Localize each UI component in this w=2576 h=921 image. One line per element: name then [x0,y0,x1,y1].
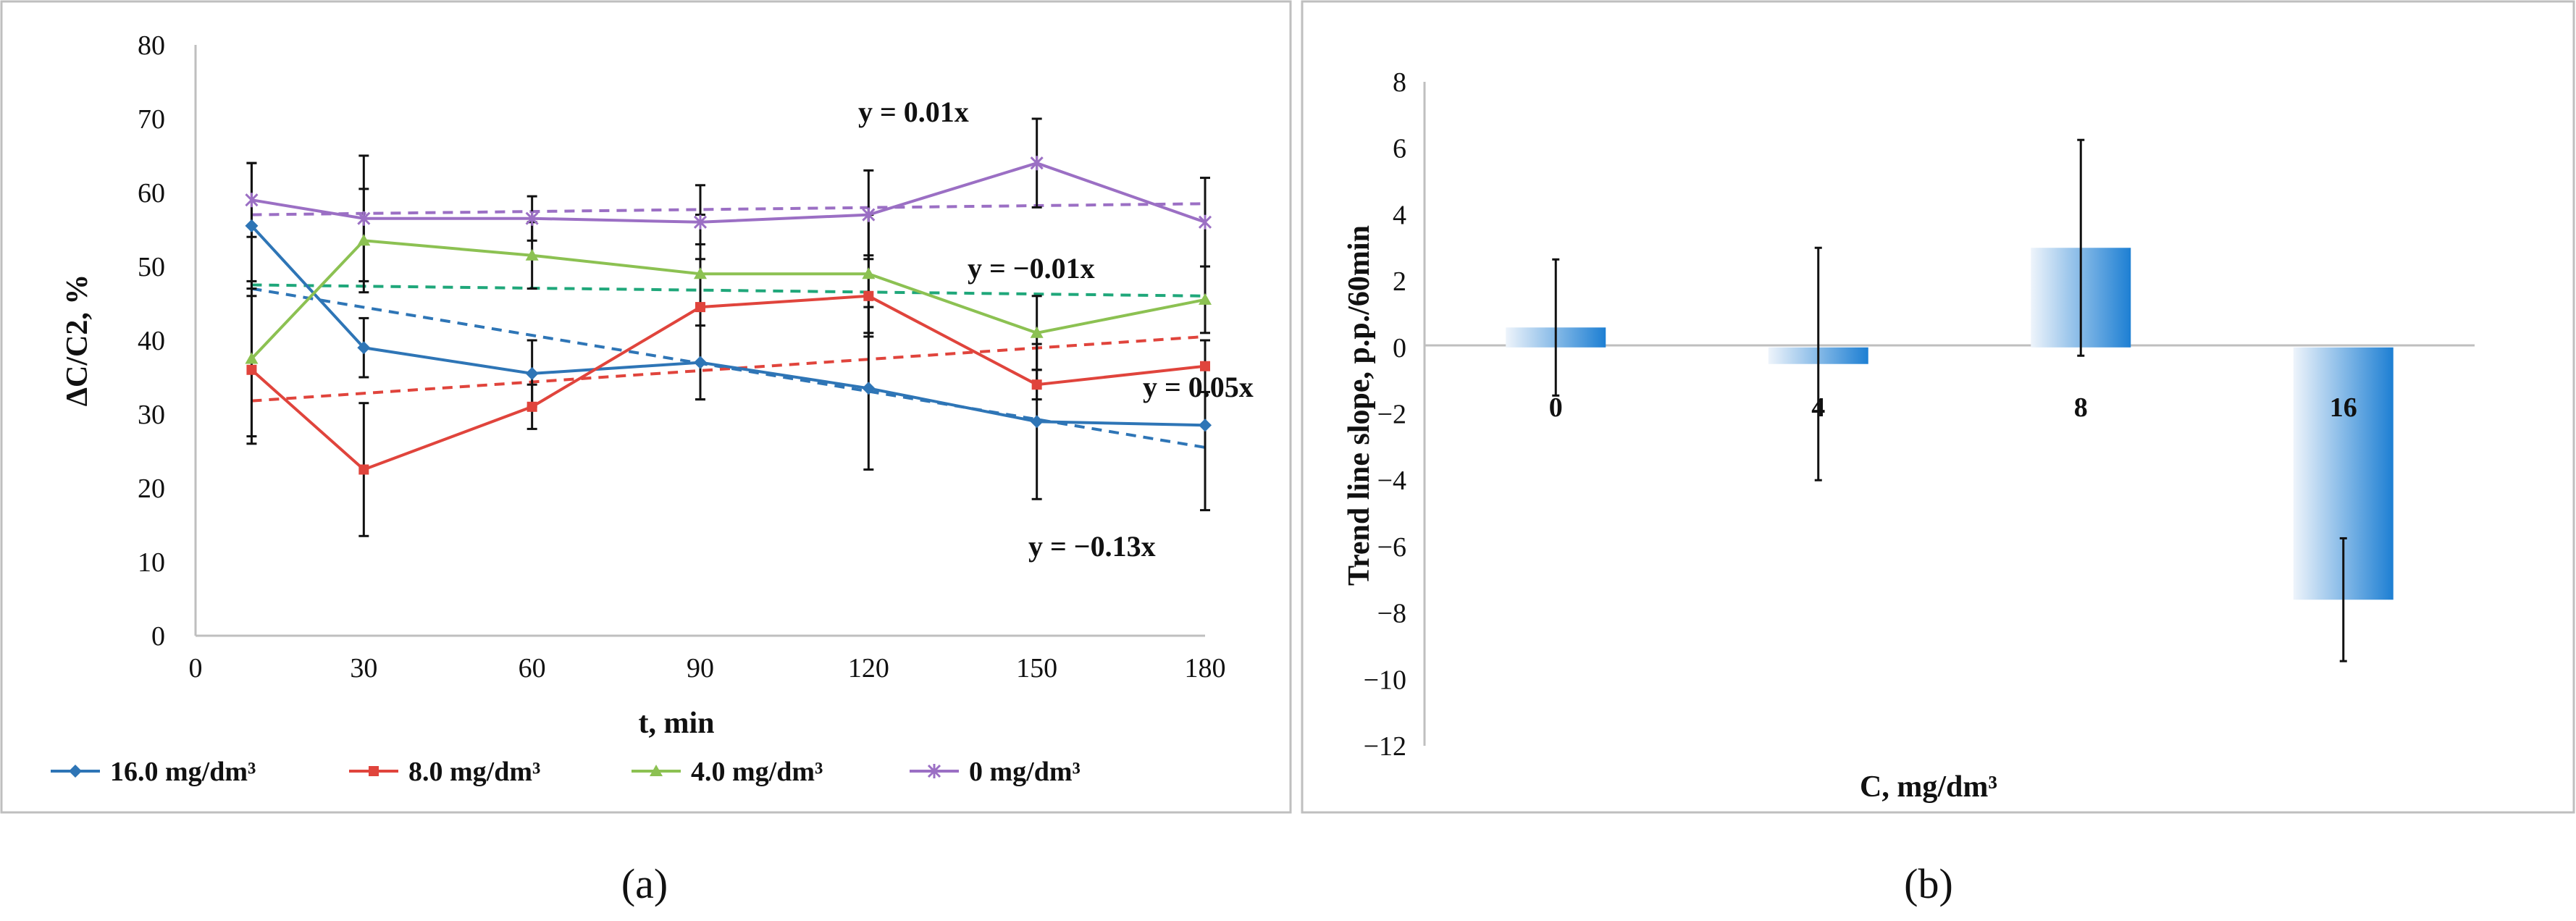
data-point-4-0-mg-dm [525,248,539,261]
y-tick-label-a: 60 [138,178,165,209]
trend-line-0-mg-dm [251,202,1206,216]
x-tick-label-a: 180 [1185,653,1226,684]
data-point-0-mg-dm [525,211,539,226]
y-tick-label-b: −10 [1364,665,1406,695]
y-tick-label-a: 40 [138,326,165,356]
x-tick-label-a: 30 [350,653,377,684]
y-tick-label-b: −8 [1377,599,1406,629]
y-axis-label-b: Trend line slope, p.p./60min [1343,225,1376,586]
data-point-8-0-mg-dm [1200,361,1210,371]
trend-label-4mg: y = −0.01x [968,252,1095,285]
legend-marker-8-0-mg-dm [369,766,379,776]
legend-marker-4-0-mg-dm [650,765,663,776]
data-point-16-0-mg-dm [525,366,539,380]
category-label-b: 4 [1811,392,1825,423]
y-tick-label-a: 80 [138,30,165,61]
x-tick-label-a: 90 [687,653,714,684]
data-point-16-0-mg-dm [862,382,876,395]
chart-b: −12 −10 −8 −6 −4 −2 0 2 4 6 8 0 4 8 16 C, mg/dm³ Tren… [1343,67,2475,804]
data-point-0-mg-dm [245,193,259,208]
trend-label-8mg: y = 0.05x [1143,371,1254,403]
data-point-4-0-mg-dm [1030,326,1044,338]
legend-label-8-0-mg-dm: 8.0 mg/dm³ [408,757,540,787]
data-point-0-mg-dm [862,207,876,222]
x-tick-label-a: 60 [519,653,546,684]
y-tick-label-a: 50 [138,252,165,282]
data-point-0-mg-dm [1198,214,1212,230]
data-point-4-0-mg-dm [1199,293,1212,305]
y-tick-label-a: 30 [138,400,165,430]
data-point-16-0-mg-dm [694,356,707,369]
category-label-b: 8 [2074,392,2088,423]
trend-label-16mg: y = −0.13x [1028,530,1156,563]
x-tick-label-a: 150 [1016,653,1057,684]
y-tick-label-a: 10 [138,547,165,578]
y-tick-label-b: 0 [1393,333,1406,363]
trend-line-8-0-mg-dm [251,335,1206,403]
y-tick-label-b: −6 [1377,532,1406,563]
data-point-8-0-mg-dm [358,464,369,475]
data-point-4-0-mg-dm [862,267,876,279]
data-point-0-mg-dm [693,214,708,230]
data-point-16-0-mg-dm [1199,419,1212,432]
data-point-4-0-mg-dm [694,267,707,279]
trend-label-0mg: y = 0.01x [858,96,969,128]
data-point-16-0-mg-dm [245,219,259,232]
legend-a: 16.0 mg/dm³ 8.0 mg/dm³ 4.0 mg/dm³ 0 mg/dm³ [51,757,1081,787]
trend-line-4-0-mg-dm [251,283,1206,298]
caption-a: (a) [621,860,668,907]
data-point-4-0-mg-dm [245,352,259,364]
data-point-4-0-mg-dm [357,234,371,246]
data-point-16-0-mg-dm [1030,415,1044,429]
y-tick-label-a: 20 [138,474,165,504]
x-tick-label-a: 120 [848,653,889,684]
y-tick-label-b: −2 [1377,400,1406,430]
y-tick-label-b: 6 [1393,134,1406,164]
y-tick-label-b: −12 [1364,731,1406,762]
data-point-8-0-mg-dm [695,302,705,313]
x-tick-label-a: 0 [189,653,203,684]
y-axis-label-a: ΔC/C2, % [61,274,94,407]
legend-marker-0-mg-dm [927,764,941,778]
data-point-16-0-mg-dm [357,341,371,355]
data-point-8-0-mg-dm [1031,379,1042,390]
y-tick-label-b: 2 [1393,266,1406,297]
data-point-8-0-mg-dm [863,290,874,301]
data-point-8-0-mg-dm [246,364,257,375]
x-axis-label-a: t, min [639,707,715,740]
y-tick-label-b: 8 [1393,67,1406,98]
y-tick-label-b: −4 [1377,466,1406,496]
y-tick-label-b: 4 [1393,200,1406,230]
y-tick-label-a: 0 [151,621,165,652]
caption-b: (b) [1904,860,1953,907]
chart-a: 0 10 20 30 40 50 60 70 80 0 30 60 90 120 150 180 t, mi… [51,30,1254,787]
legend-label-0-mg-dm: 0 mg/dm³ [969,757,1081,787]
panel-a-frame [0,0,1292,814]
data-point-0-mg-dm [1030,156,1044,171]
legend-label-4-0-mg-dm: 4.0 mg/dm³ [691,757,823,787]
data-point-0-mg-dm [357,211,371,226]
legend-marker-16-0-mg-dm [69,765,82,778]
legend-label-16-0-mg-dm: 16.0 mg/dm³ [110,757,256,787]
y-tick-label-a: 70 [138,104,165,135]
x-axis-label-b: C, mg/dm³ [1860,770,1997,804]
data-point-8-0-mg-dm [526,401,537,412]
category-label-b: 0 [1549,392,1563,423]
category-label-b: 16 [2330,392,2357,423]
